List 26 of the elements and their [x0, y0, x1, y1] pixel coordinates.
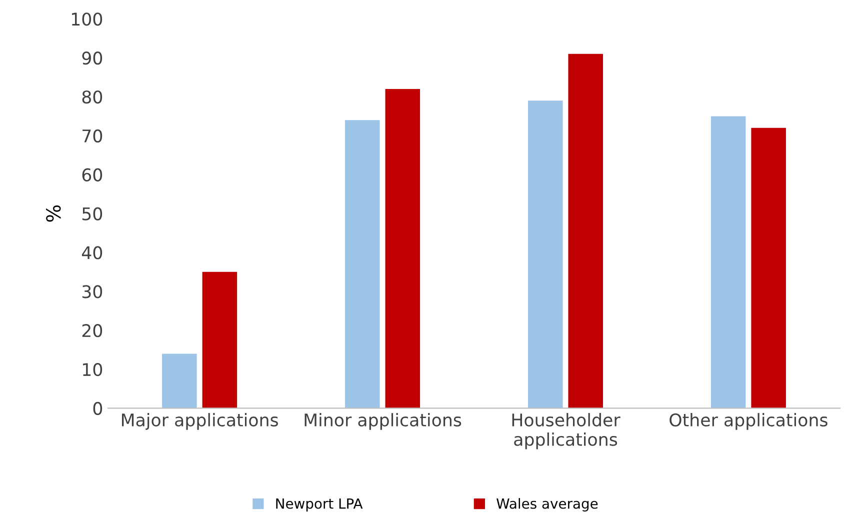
y-tick-label: 40	[82, 246, 102, 260]
x-tick-label: Major applications	[122, 413, 278, 430]
bar	[568, 54, 603, 408]
y-tick-label: 100	[72, 12, 102, 26]
x-tick-label: Minor applications	[304, 413, 462, 430]
legend-label: Newport LPA	[276, 498, 363, 512]
y-tick-label: 90	[82, 52, 102, 65]
bar	[162, 354, 197, 408]
y-tick-label: 70	[82, 129, 102, 143]
bar	[528, 100, 563, 408]
y-axis-title: %	[46, 205, 61, 222]
bar	[202, 272, 238, 408]
y-tick-label: 80	[82, 90, 102, 104]
bar	[345, 120, 380, 408]
y-tick-label: 20	[82, 324, 102, 338]
x-tick-label: Other applications	[670, 413, 828, 430]
y-tick-label: 50	[82, 207, 102, 220]
bar	[751, 128, 786, 408]
y-tick-label: 0	[93, 402, 102, 416]
bar	[385, 88, 420, 408]
legend-label: Wales average	[496, 498, 598, 512]
x-tick-label: Householder applications	[512, 413, 620, 450]
y-tick-label: 60	[82, 168, 102, 182]
y-tick-label: 10	[83, 362, 102, 376]
bar	[710, 116, 746, 408]
y-tick-label: 30	[82, 285, 102, 298]
